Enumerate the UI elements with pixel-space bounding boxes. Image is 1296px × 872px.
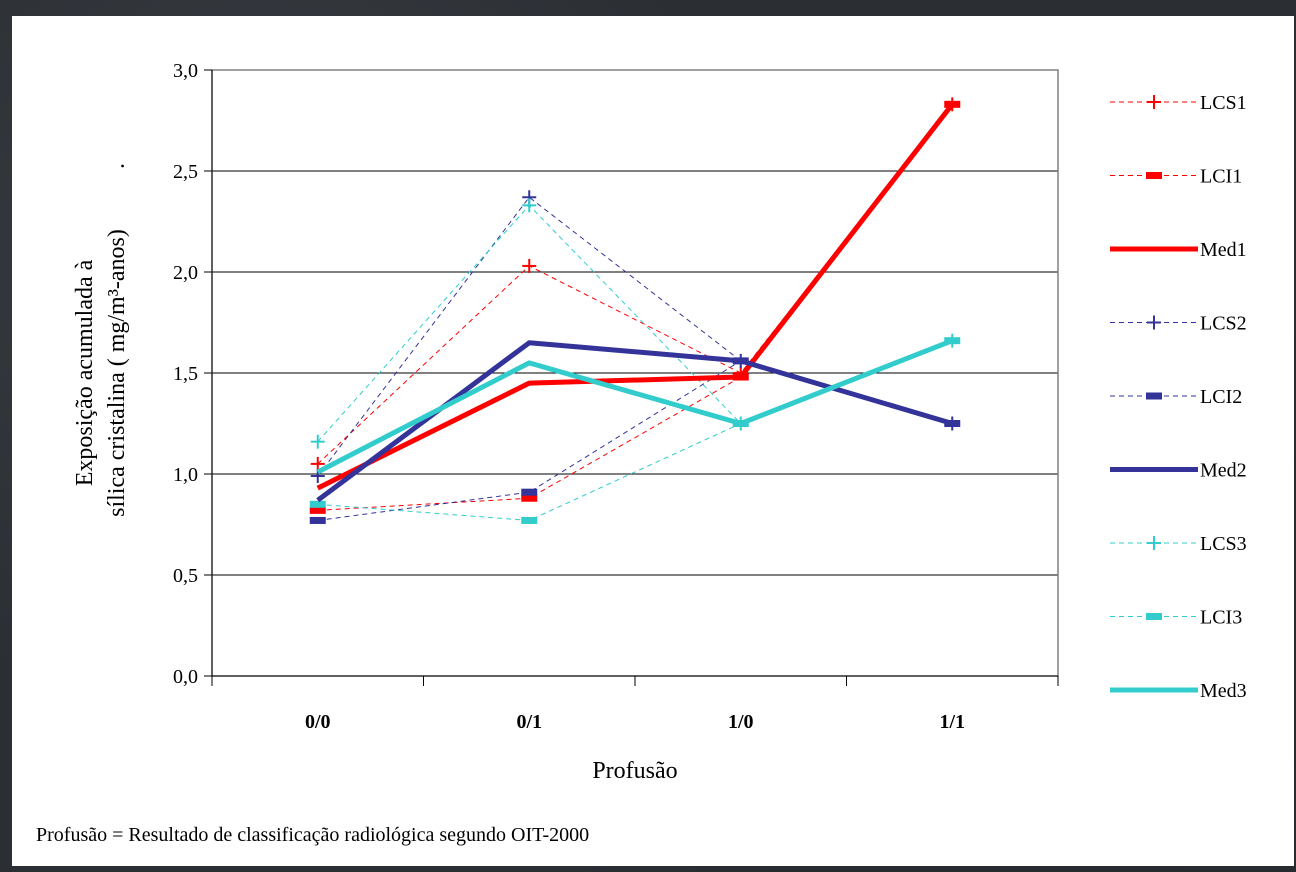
chart-figure: 0,00,51,01,52,02,53,0 0/0 0/1 1/0 1/1 LCS1L… — [72, 60, 1247, 784]
axis-layer — [204, 69, 1059, 686]
legend-item-lcs2: LCS2 — [1110, 313, 1247, 335]
y-tick-label: 0,5 — [173, 565, 198, 587]
y-tick-label: 1,5 — [173, 363, 198, 385]
x-tick-labels: 0/0 0/1 1/0 1/1 — [305, 711, 965, 733]
legend-marker — [1147, 536, 1161, 550]
legend-item-med1: Med1 — [1110, 239, 1247, 261]
legend-label: LCS2 — [1200, 313, 1247, 335]
legend-item-lci2: LCI2 — [1110, 386, 1242, 408]
y-axis-title-dot: . — [104, 163, 130, 169]
data-point — [522, 198, 537, 213]
data-point — [310, 456, 325, 471]
legend-label: LCI1 — [1200, 166, 1242, 188]
series-line — [317, 104, 953, 511]
legend-item-lci3: LCI3 — [1110, 607, 1242, 629]
series-lcs3 — [310, 198, 960, 449]
legend-label: LCI3 — [1200, 607, 1242, 629]
series-lci1 — [309, 100, 961, 514]
legend-marker — [1146, 613, 1162, 620]
legend-label: Med3 — [1200, 680, 1247, 702]
data-point — [309, 516, 326, 524]
legend-marker — [1146, 172, 1162, 179]
grid-layer — [212, 69, 1058, 576]
series-med3 — [316, 338, 954, 475]
legend-item-med3: Med3 — [1110, 680, 1247, 702]
legend-item-lcs1: LCS1 — [1110, 92, 1247, 114]
x-tick-label: 0/1 — [516, 711, 542, 733]
series-line — [317, 204, 953, 443]
x-tick-label: 1/1 — [939, 711, 965, 733]
legend-marker — [1146, 392, 1162, 400]
series-line — [316, 340, 953, 503]
data-point — [521, 494, 538, 502]
series-line — [317, 104, 953, 465]
legend-item-lci1: LCI1 — [1110, 166, 1242, 188]
legend-marker — [1147, 95, 1161, 109]
x-tick-label: 0/0 — [305, 711, 331, 733]
y-tick-label: 2,0 — [173, 262, 198, 284]
series-layer — [309, 97, 961, 524]
data-point — [309, 506, 326, 514]
y-tick-label: 1,0 — [173, 464, 198, 486]
legend: LCS1 LCI1 Med1 LCS2 LCI2 Med2 LCS3 LCI3 Med3 — [1110, 92, 1247, 702]
legend-item-med2: Med2 — [1110, 460, 1247, 482]
y-tick-label: 0,0 — [173, 666, 198, 688]
y-axis-title-line2: sílica cristalina ( mg/m³-anos) — [104, 229, 130, 517]
legend-label: LCI2 — [1200, 386, 1242, 408]
x-axis-title: Profusão — [592, 758, 677, 784]
legend-label: Med2 — [1200, 460, 1247, 482]
series-med2 — [316, 340, 953, 503]
y-tick-label: 3,0 — [173, 60, 198, 82]
series-line — [316, 338, 954, 475]
series-line — [316, 102, 955, 491]
series-line — [317, 360, 953, 521]
data-point — [309, 500, 326, 508]
data-point — [521, 516, 538, 524]
y-axis-title-line1: Exposição acumulada à — [72, 259, 98, 486]
y-tick-label: 2,5 — [173, 161, 198, 183]
data-point — [310, 434, 325, 449]
series-lcs1 — [310, 97, 960, 471]
series-med1 — [316, 102, 955, 491]
legend-item-lcs3: LCS3 — [1110, 533, 1247, 555]
legend-label: LCS1 — [1200, 92, 1247, 114]
legend-marker — [1147, 315, 1161, 330]
series-line — [317, 196, 953, 477]
y-tick-labels: 0,0 0,5 1,0 1,5 2,0 2,5 3,0 — [173, 60, 198, 688]
legend-label: LCS3 — [1200, 533, 1247, 555]
series-lcs2 — [310, 190, 960, 484]
data-point — [521, 488, 538, 496]
footnote: Profusão = Resultado de classificação ra… — [36, 824, 590, 846]
x-tick-label: 1/0 — [728, 711, 754, 733]
data-point — [522, 258, 537, 273]
legend-label: Med1 — [1200, 239, 1247, 261]
chart-panel: 0,0 0,5 1,0 1,5 2,0 2,5 3,0 0/0 0/1 1/0 1/1 LCS1 L… — [12, 16, 1294, 866]
